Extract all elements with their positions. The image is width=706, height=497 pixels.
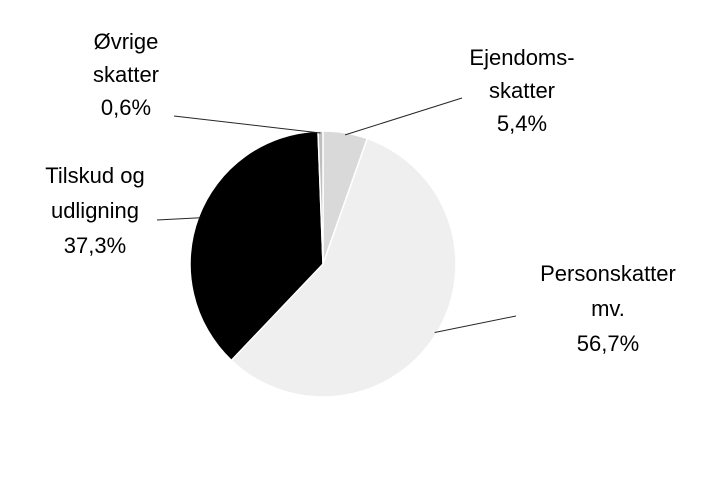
slice-label: Øvrige skatter 0,6%	[93, 29, 159, 120]
slice-labels: Ejendoms-skatter 5,4% Personskatter mv. 56,7…	[45, 29, 676, 356]
leader-lines	[156, 97, 517, 333]
slice-name-label: skatter	[489, 78, 555, 103]
slice-name-label: Øvrige	[94, 29, 159, 54]
leader-line	[173, 115, 321, 134]
slice-value-label: 5,4%	[497, 111, 547, 136]
leader-line	[434, 315, 517, 333]
pie-slice-tilskud-og-udligning	[189, 130, 324, 362]
slice-label: Personskatter mv. 56,7%	[540, 261, 676, 356]
slice-value-label: 0,6%	[101, 95, 151, 120]
slice-name-label: mv.	[591, 296, 625, 321]
pie-slices	[189, 130, 457, 398]
slice-value-label: 56,7%	[577, 331, 639, 356]
slice-name-label: udligning	[51, 198, 139, 223]
pie-slice-øvrige-skatter	[317, 130, 324, 265]
leader-line	[344, 97, 463, 136]
slice-label: Tilskud og udligning 37,3%	[45, 163, 144, 258]
slice-value-label: 37,3%	[64, 233, 126, 258]
slice-name-label: skatter	[93, 62, 159, 87]
leader-line	[156, 217, 201, 221]
slice-label: Ejendoms-skatter 5,4%	[469, 45, 574, 136]
pie-slice-personskatter-mv	[230, 137, 457, 398]
slice-name-label: Personskatter	[540, 261, 676, 286]
slice-name-label: Tilskud og	[45, 163, 144, 188]
slice-name-label: Ejendoms-	[469, 45, 574, 70]
